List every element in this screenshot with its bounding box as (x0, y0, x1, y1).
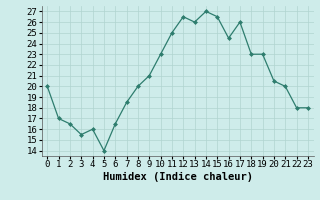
X-axis label: Humidex (Indice chaleur): Humidex (Indice chaleur) (103, 172, 252, 182)
